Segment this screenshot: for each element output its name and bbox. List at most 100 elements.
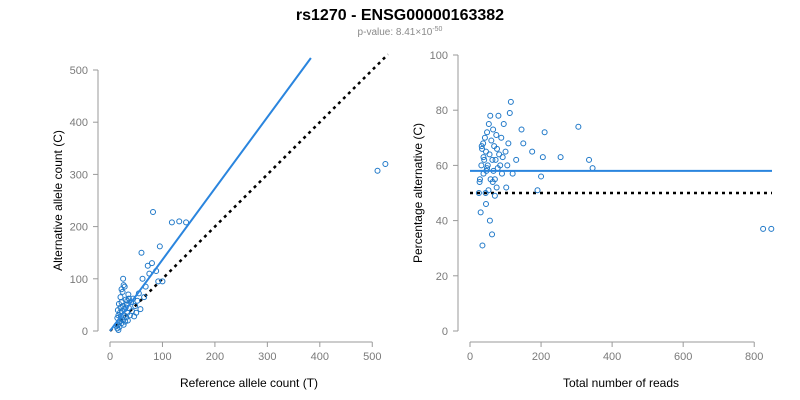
data-point (509, 170, 516, 177)
data-point (120, 321, 127, 328)
data-point (486, 151, 493, 158)
x-axis-title: Reference allele count (T) (180, 376, 318, 390)
data-point (497, 162, 504, 169)
data-point (541, 129, 548, 136)
data-point (120, 275, 127, 282)
data-point (760, 225, 767, 232)
data-point (155, 278, 162, 285)
data-point (475, 190, 482, 196)
y-tick-label: 100 (430, 50, 448, 62)
data-point (489, 178, 496, 185)
data-point (159, 278, 166, 285)
data-point (506, 109, 513, 116)
y-tick-label: 40 (436, 216, 448, 228)
percentage-alternative-scatter-panel: 0 200 400 600 800 0 20 40 60 80 100 Total number of… (411, 50, 775, 390)
data-point (156, 243, 163, 250)
data-point (144, 262, 151, 269)
subtitle-pvalue: p-value: 8.41×10 (358, 27, 433, 38)
y-axis-title: Percentage alternative (C) (411, 123, 425, 263)
x-tick-label: 500 (363, 351, 381, 363)
data-point (503, 184, 510, 191)
data-point (529, 148, 536, 155)
y-tick-label: 60 (436, 160, 448, 172)
data-point (477, 209, 484, 216)
data-point (482, 201, 489, 208)
data-point (498, 134, 505, 141)
data-point (487, 112, 494, 119)
y-tick-label: 20 (436, 271, 448, 283)
data-point (500, 121, 507, 127)
data-point (117, 294, 124, 301)
data-point (476, 178, 483, 185)
y-tick-label: 80 (436, 105, 448, 117)
data-point (507, 98, 514, 105)
data-point (125, 291, 132, 298)
x-tick-label: 800 (745, 351, 763, 363)
x-tick-label: 400 (311, 351, 329, 363)
data-point (489, 231, 496, 238)
data-point (488, 137, 495, 144)
data-point (120, 282, 127, 289)
data-point (480, 154, 487, 161)
y-tick-label: 0 (442, 326, 448, 338)
data-point (492, 156, 499, 163)
x-axis-title: Total number of reads (563, 376, 679, 390)
data-point (478, 162, 485, 169)
data-point (493, 184, 500, 191)
data-point (481, 156, 488, 163)
data-point (125, 295, 132, 302)
data-point (168, 219, 175, 226)
data-point (141, 294, 148, 301)
x-tick-label: 200 (206, 351, 224, 363)
x-tick-label: 300 (258, 351, 276, 363)
x-tick-label: 600 (674, 351, 692, 363)
data-point (493, 132, 500, 139)
data-point (132, 302, 139, 309)
y-tick-label: 0 (82, 326, 88, 338)
data-point (498, 170, 505, 177)
data-point (504, 162, 511, 169)
data-point (499, 154, 506, 161)
data-point (534, 187, 541, 194)
data-point (138, 249, 145, 256)
allele-count-scatter-panel: 0 100 200 300 400 500 0 100 200 300 400 500 Referenc… (51, 53, 389, 390)
data-point (489, 156, 496, 163)
x-tick-label: 0 (107, 351, 113, 363)
data-point (114, 307, 121, 314)
data-point (150, 208, 157, 215)
data-point (148, 260, 155, 267)
y-tick-label: 300 (70, 169, 88, 181)
data-point (485, 121, 492, 127)
data-point (115, 300, 122, 307)
data-point (502, 148, 509, 155)
x-tick-label: 200 (532, 351, 550, 363)
data-point (589, 165, 596, 172)
data-point (119, 288, 126, 295)
data-point (115, 326, 122, 333)
data-point (481, 134, 488, 141)
data-point (479, 242, 486, 249)
data-point (382, 160, 389, 167)
chart-title: rs1270 - ENSG00000163382 (296, 7, 504, 24)
data-point (139, 275, 146, 282)
data-point (505, 140, 512, 147)
data-point (539, 154, 546, 161)
data-point (586, 156, 593, 163)
data-point (183, 219, 190, 226)
data-point (176, 218, 183, 225)
data-point (485, 187, 492, 194)
data-point (476, 176, 483, 183)
data-point (484, 162, 491, 169)
data-point (491, 192, 498, 199)
data-point (133, 309, 140, 316)
data-point (520, 140, 527, 147)
x-tick-label: 0 (467, 351, 473, 363)
y-axis-title: Alternative allele count (C) (51, 130, 65, 271)
data-point (518, 126, 525, 133)
data-point (495, 112, 502, 119)
y-tick-label: 200 (70, 222, 88, 234)
chart-subtitle: p-value: 8.41×10-50 (358, 26, 443, 38)
x-tick-label: 400 (603, 351, 621, 363)
data-point (494, 145, 501, 152)
